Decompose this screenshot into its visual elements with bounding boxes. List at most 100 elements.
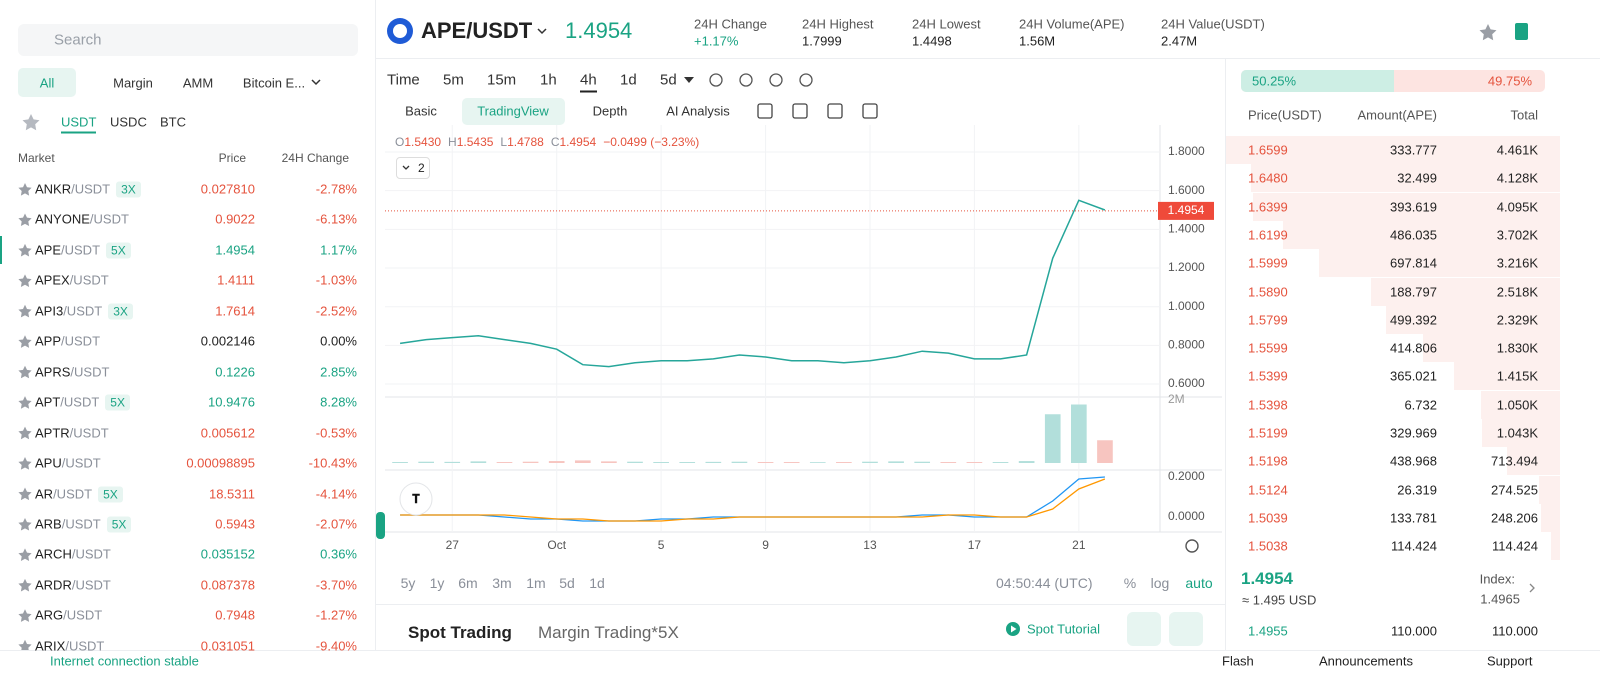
scale-option[interactable]: log: [1150, 575, 1170, 591]
market-symbol[interactable]: APE/USDT 5X: [35, 242, 131, 259]
range-button[interactable]: 5d: [559, 575, 575, 591]
market-symbol[interactable]: APU/USDT: [35, 456, 101, 471]
quote-tab[interactable]: BTC: [160, 114, 186, 130]
trade-tab[interactable]: Margin Trading*5X: [538, 623, 679, 642]
volume-bar: [705, 461, 722, 463]
scale-option[interactable]: auto: [1185, 575, 1213, 591]
y-tick-label: 2M: [1168, 392, 1185, 406]
market-tab[interactable]: AMM: [182, 75, 214, 91]
ask-amount: 393.619: [1390, 199, 1437, 215]
favorite-star: [18, 517, 32, 531]
volume-bar: [392, 462, 408, 463]
volume-bar: [809, 462, 826, 463]
base-symbol: ARG: [35, 607, 64, 623]
depth-bar: [1282, 220, 1560, 249]
volume-bar: [522, 461, 539, 463]
chart-view[interactable]: Depth: [592, 103, 628, 119]
market-symbol[interactable]: ARCH/USDT: [35, 547, 111, 562]
play-icon: [1011, 625, 1017, 633]
stat-label: 24H Value(USDT): [1161, 16, 1265, 32]
ask-total: 1.415K: [1496, 368, 1538, 384]
market-symbol[interactable]: ARDR/USDT: [35, 577, 111, 592]
ask-total: 248.206: [1491, 510, 1538, 526]
market-price: 0.087378: [200, 577, 255, 593]
ask-price: 1.5039: [1248, 510, 1288, 526]
ohlc-key: H: [448, 135, 457, 149]
volume-bar: [470, 461, 487, 463]
scale-option[interactable]: %: [1123, 575, 1137, 591]
y-tick-label: 0.0000: [1168, 509, 1205, 523]
stat-label: 24H Highest: [802, 16, 874, 32]
ask-amount: 438.968: [1390, 453, 1437, 469]
chart-view[interactable]: Basic: [405, 103, 437, 119]
leverage-badge: 3X: [108, 303, 133, 320]
ask-total: 2.518K: [1496, 284, 1538, 299]
settings-button[interactable]: [1169, 612, 1203, 646]
ask-amount: 6.732: [1404, 397, 1437, 413]
range-button[interactable]: 1y: [429, 575, 445, 591]
market-change: 8.28%: [320, 394, 357, 410]
footer-link[interactable]: Support: [1487, 653, 1533, 669]
market-symbol[interactable]: ARIX/USDT: [35, 638, 104, 653]
market-symbol[interactable]: APRS/USDT: [35, 364, 109, 379]
range-button[interactable]: 1d: [589, 575, 605, 591]
base-symbol: ARB: [35, 516, 62, 532]
market-symbol[interactable]: APP/USDT: [35, 334, 100, 349]
favorite-star: [18, 274, 32, 287]
quote-tab[interactable]: USDT: [61, 115, 97, 134]
chevron: [402, 165, 410, 170]
tutorial-link[interactable]: Spot Tutorial: [1027, 621, 1100, 637]
view-active-bg: [462, 98, 565, 125]
market-symbol[interactable]: API3/USDT 3X: [35, 303, 133, 320]
chart-view[interactable]: AI Analysis: [666, 103, 730, 119]
market-symbol[interactable]: APT/USDT 5X: [35, 394, 130, 411]
market-symbol[interactable]: AR/USDT 5X: [35, 486, 123, 502]
market-symbol[interactable]: ANKR/USDT 3X: [35, 181, 141, 198]
quote-symbol: /USDT: [63, 303, 103, 319]
range-button[interactable]: 3m: [492, 575, 512, 591]
footer-link[interactable]: Flash: [1222, 653, 1254, 669]
favorite-star: [18, 639, 32, 653]
market-symbol[interactable]: APTR/USDT: [35, 425, 109, 440]
base-symbol: APT: [35, 394, 61, 410]
range-button[interactable]: 6m: [458, 575, 478, 591]
footer-link[interactable]: Announcements: [1319, 653, 1413, 669]
chart-view[interactable]: TradingView: [477, 103, 549, 119]
depth-bar: [1541, 503, 1560, 532]
market-change: -1.03%: [315, 272, 357, 288]
interval[interactable]: 15m: [487, 71, 517, 89]
ask-price: 1.6199: [1248, 227, 1288, 243]
market-symbol[interactable]: ARB/USDT 5X: [35, 516, 132, 533]
favorite-star: [18, 426, 32, 440]
sidebar-divider: [375, 0, 376, 650]
interval[interactable]: 5m: [443, 71, 464, 89]
base-symbol: ANKR: [35, 181, 72, 197]
layout-button[interactable]: [1127, 612, 1161, 646]
quote-tab[interactable]: USDC: [110, 114, 147, 130]
market-tab[interactable]: Bitcoin E...: [242, 75, 306, 91]
quote-symbol: /USDT: [53, 486, 93, 501]
range-button[interactable]: 5y: [400, 575, 416, 591]
search-box[interactable]: [18, 24, 358, 56]
market-tab[interactable]: All: [39, 75, 55, 91]
market-change: -9.40%: [315, 638, 357, 654]
interval[interactable]: 4h: [580, 72, 597, 93]
ohlc-legend: O1.5430 H1.5435 L1.4788 C1.4954 −0.0499 (−3.…: [395, 135, 699, 149]
market-symbol[interactable]: APEX/USDT: [35, 273, 109, 288]
interval[interactable]: 5d: [660, 71, 677, 89]
quote-symbol: /USDT: [61, 455, 101, 471]
market-tab[interactable]: Margin: [113, 75, 153, 91]
indicator-toggle[interactable]: [396, 157, 430, 179]
pair-name[interactable]: APE/USDT: [421, 18, 533, 43]
market-symbol[interactable]: ANYONE/USDT: [35, 212, 129, 227]
ask-amount: 414.806: [1390, 340, 1437, 356]
range-button[interactable]: 1m: [526, 575, 546, 591]
toolbar-icon: [739, 73, 753, 87]
market-symbol[interactable]: ARG/USDT: [35, 608, 102, 623]
volume-bar: [627, 461, 643, 463]
trade-tab[interactable]: Spot Trading: [408, 623, 512, 642]
interval[interactable]: Time: [387, 71, 420, 89]
interval[interactable]: 1h: [540, 71, 557, 89]
interval[interactable]: 1d: [620, 71, 637, 89]
ask-amount: 26.319: [1397, 482, 1437, 498]
